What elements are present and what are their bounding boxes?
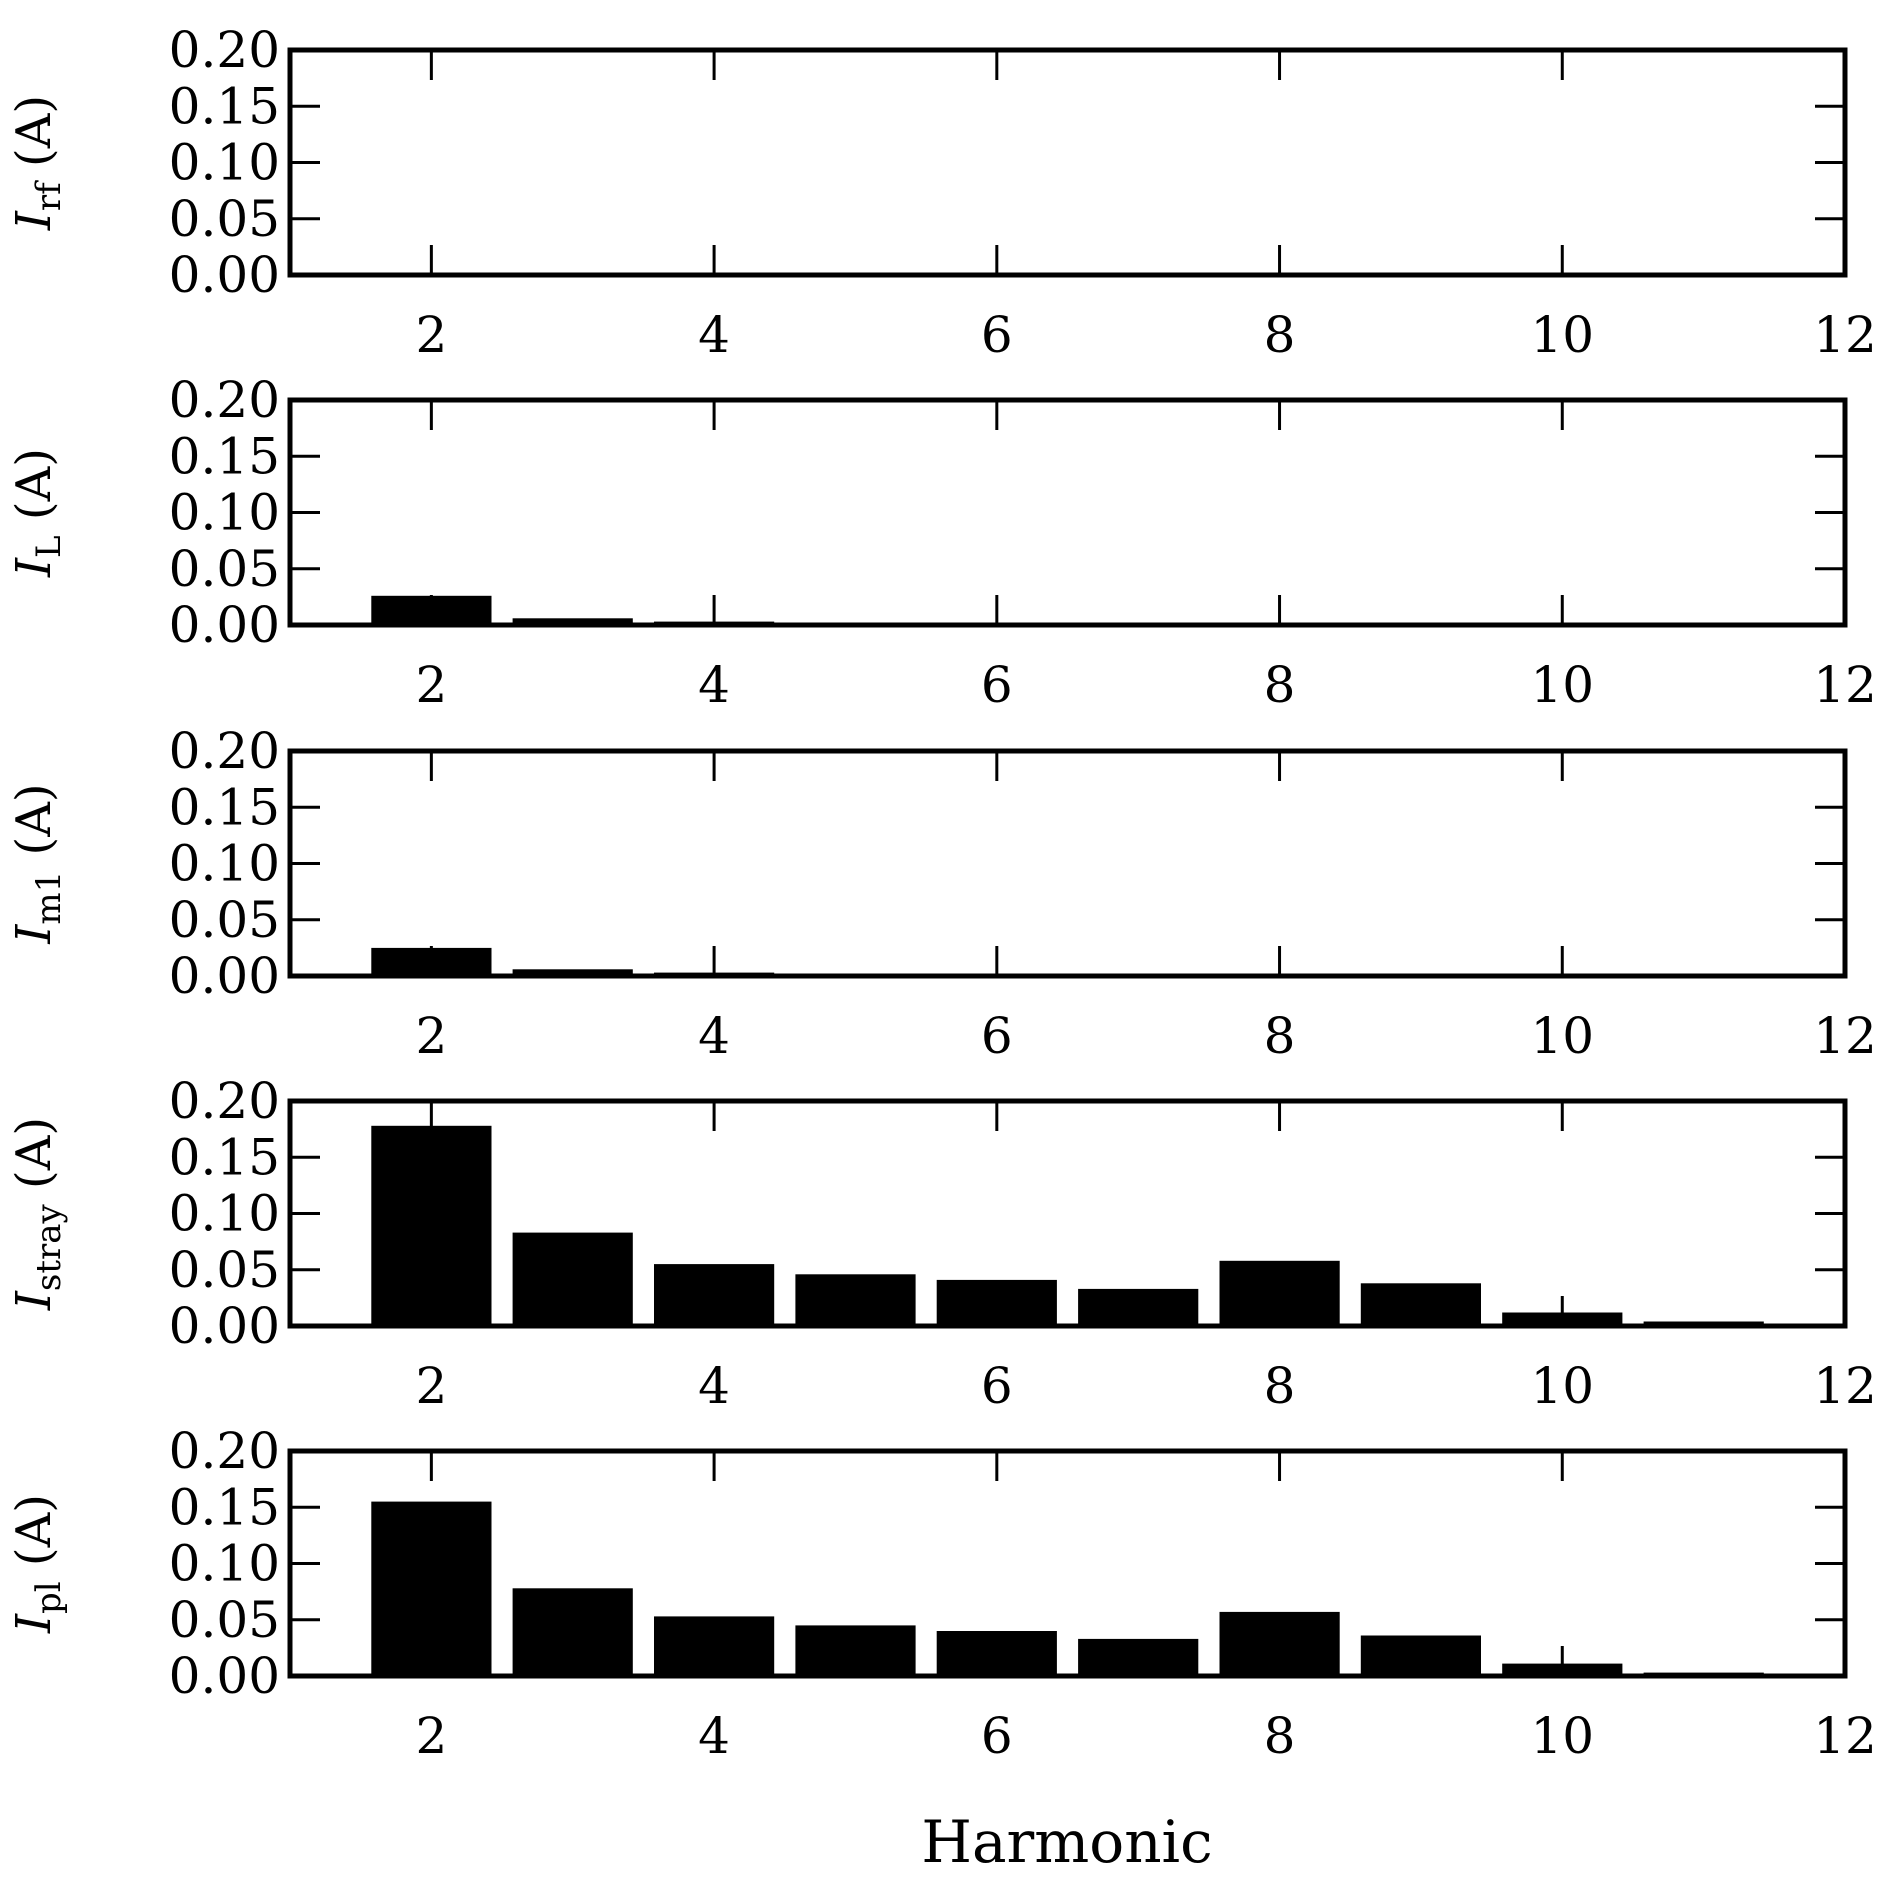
y-tick-label: 0.15 [169, 77, 280, 135]
y-axis-label: Irf (A) [6, 95, 69, 231]
y-tick-label: 0.00 [169, 947, 280, 1005]
y-tick-label: 0.10 [169, 134, 280, 192]
y-tick-label: 0.05 [169, 1241, 280, 1299]
y-axis-label: IL (A) [6, 448, 69, 578]
x-tick-label: 12 [1813, 306, 1877, 364]
x-tick-label: 4 [698, 306, 730, 364]
y-label-symbol: I [6, 1613, 62, 1634]
y-tick-label: 0.15 [169, 1128, 280, 1186]
panel-3: 2 4 6 8 10 12 0.000.050.100.150.20 Im1 (A) [6, 722, 1877, 1065]
y-tick-label: 0.05 [169, 190, 280, 248]
x-tick-label: 10 [1530, 1007, 1594, 1065]
axes-frame [287, 748, 1848, 979]
y-tick-label: 0.15 [169, 778, 280, 836]
y-label-subscript: stray [29, 1203, 69, 1291]
bar-h5 [795, 1274, 916, 1327]
y-label-symbol: I [6, 557, 62, 578]
x-tick-label: 12 [1813, 656, 1877, 714]
y-tick-label: 0.10 [169, 1185, 280, 1243]
x-tick-label: 4 [698, 656, 730, 714]
y-label-unit: (A) [6, 448, 62, 535]
y-label-subscript: m1 [29, 871, 69, 925]
y-tick-label: 0.00 [169, 246, 280, 304]
bar-h7 [1078, 1288, 1199, 1326]
x-tick-label: 6 [981, 1707, 1013, 1765]
x-tick-label: 10 [1530, 1707, 1594, 1765]
y-label-subscript: rf [29, 180, 69, 211]
x-tick-label: 4 [698, 1357, 730, 1415]
x-tick-label: 2 [415, 656, 447, 714]
bar-h2 [371, 1125, 492, 1327]
x-tick-label: 12 [1813, 1357, 1877, 1415]
y-label-symbol: I [6, 924, 62, 945]
y-tick-label: 0.10 [169, 484, 280, 542]
y-tick-label: 0.20 [169, 371, 280, 429]
y-tick-label: 0.00 [169, 596, 280, 654]
y-tick-label: 0.05 [169, 1591, 280, 1649]
y-tick-label: 0.05 [169, 891, 280, 949]
x-tick-label: 2 [415, 306, 447, 364]
x-tick-label: 8 [1264, 656, 1296, 714]
x-tick-label: 4 [698, 1707, 730, 1765]
x-tick-label: 6 [981, 1357, 1013, 1415]
bar-h7 [1078, 1638, 1199, 1676]
x-axis-label: Harmonic [921, 1808, 1212, 1876]
y-label-unit: (A) [6, 1494, 62, 1581]
x-tick-label: 12 [1813, 1007, 1877, 1065]
y-tick-label: 0.15 [169, 427, 280, 485]
bar-h3 [512, 1232, 633, 1326]
axes-frame [287, 397, 1848, 628]
x-tick-label: 10 [1530, 1357, 1594, 1415]
bar-h3 [512, 1588, 633, 1677]
y-axis-label: Istray (A) [6, 1117, 69, 1311]
panel-4: 2 4 6 8 10 12 0.000.050.100.150.20 Istray (A) [6, 1072, 1877, 1415]
y-tick-label: 0.20 [169, 1422, 280, 1480]
x-tick-label: 4 [698, 1007, 730, 1065]
x-tick-label: 8 [1264, 1357, 1296, 1415]
y-tick-label: 0.10 [169, 1535, 280, 1593]
y-label-subscript: pl [29, 1581, 69, 1614]
panel-5: 2 4 6 8 10 12 0.000.050.100.150.20 Ipl (A) [6, 1422, 1877, 1765]
x-tick-label: 10 [1530, 306, 1594, 364]
y-axis-label: Ipl (A) [6, 1494, 69, 1634]
x-tick-label: 8 [1264, 306, 1296, 364]
x-tick-label: 2 [415, 1707, 447, 1765]
y-label-subscript: L [29, 535, 69, 558]
y-tick-label: 0.10 [169, 835, 280, 893]
y-label-symbol: I [6, 210, 62, 231]
y-tick-label: 0.00 [169, 1647, 280, 1705]
y-tick-label: 0.00 [169, 1297, 280, 1355]
x-tick-label: 8 [1264, 1707, 1296, 1765]
y-label-unit: (A) [6, 95, 62, 182]
panel-2: 2 4 6 8 10 12 0.000.050.100.150.20 IL (A) [6, 371, 1877, 714]
y-tick-label: 0.20 [169, 1072, 280, 1130]
y-axis-label: Im1 (A) [6, 783, 69, 944]
y-tick-label: 0.15 [169, 1478, 280, 1536]
x-tick-label: 8 [1264, 1007, 1296, 1065]
panel-1: 2 4 6 8 10 12 0.000.050.100.150.20 Irf (A) [6, 21, 1877, 364]
y-tick-label: 0.05 [169, 540, 280, 598]
x-tick-label: 6 [981, 306, 1013, 364]
x-tick-label: 6 [981, 1007, 1013, 1065]
y-tick-label: 0.20 [169, 21, 280, 79]
x-tick-label: 12 [1813, 1707, 1877, 1765]
x-tick-label: 2 [415, 1357, 447, 1415]
y-tick-label: 0.20 [169, 722, 280, 780]
x-tick-label: 6 [981, 656, 1013, 714]
axes-frame [287, 47, 1848, 278]
bar-h3 [512, 969, 633, 977]
x-tick-label: 10 [1530, 656, 1594, 714]
x-tick-label: 2 [415, 1007, 447, 1065]
bar-h9 [1360, 1283, 1481, 1327]
y-label-unit: (A) [6, 783, 62, 870]
bar-h5 [795, 1625, 916, 1676]
y-label-unit: (A) [6, 1117, 62, 1204]
bar-h3 [512, 618, 633, 626]
y-label-symbol: I [6, 1290, 62, 1311]
bar-h9 [1360, 1635, 1481, 1676]
